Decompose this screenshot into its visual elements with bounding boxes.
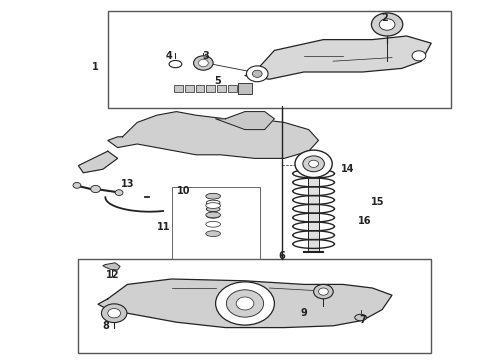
Circle shape (194, 56, 213, 70)
Polygon shape (216, 112, 274, 130)
Polygon shape (78, 151, 118, 173)
Text: 13: 13 (121, 179, 134, 189)
Text: 1: 1 (92, 62, 99, 72)
Circle shape (108, 309, 121, 318)
Circle shape (91, 185, 100, 193)
Bar (185, 85, 194, 92)
Circle shape (318, 288, 328, 295)
Circle shape (314, 284, 333, 299)
Text: 7: 7 (359, 315, 366, 325)
Text: 12: 12 (106, 270, 120, 280)
Polygon shape (108, 112, 318, 158)
Bar (108, 11, 451, 108)
Text: 10: 10 (177, 186, 191, 196)
Ellipse shape (206, 203, 220, 208)
Circle shape (379, 19, 395, 30)
Text: 15: 15 (370, 197, 384, 207)
Circle shape (73, 183, 81, 188)
Circle shape (198, 59, 208, 67)
Polygon shape (98, 279, 392, 328)
Circle shape (295, 150, 332, 177)
Bar (217, 85, 226, 92)
Polygon shape (245, 36, 431, 79)
Text: 6: 6 (278, 251, 285, 261)
Circle shape (226, 290, 264, 317)
Circle shape (252, 70, 262, 77)
Text: 11: 11 (157, 222, 171, 232)
Polygon shape (103, 263, 120, 270)
Text: 4: 4 (166, 51, 172, 61)
Bar (174, 85, 183, 92)
Circle shape (236, 297, 254, 310)
Ellipse shape (206, 207, 220, 212)
Circle shape (412, 51, 426, 61)
Text: 16: 16 (358, 216, 372, 226)
Bar (78, 259, 431, 353)
Bar (206, 85, 215, 92)
Ellipse shape (206, 221, 220, 227)
Ellipse shape (206, 231, 220, 237)
Circle shape (101, 304, 127, 323)
Ellipse shape (206, 200, 220, 205)
Ellipse shape (355, 314, 367, 321)
Circle shape (309, 160, 318, 167)
Bar (228, 85, 237, 92)
Bar (196, 85, 204, 92)
Ellipse shape (206, 213, 220, 218)
Ellipse shape (206, 212, 220, 218)
Ellipse shape (169, 60, 182, 68)
Ellipse shape (206, 194, 220, 199)
Circle shape (216, 282, 274, 325)
Circle shape (303, 156, 324, 172)
Text: 2: 2 (381, 13, 388, 23)
Text: 14: 14 (341, 164, 355, 174)
Circle shape (246, 66, 268, 82)
Text: 3: 3 (202, 51, 209, 61)
Ellipse shape (206, 193, 220, 199)
Bar (172, 187, 260, 259)
Circle shape (371, 13, 403, 36)
Text: 9: 9 (300, 308, 307, 318)
Bar (308, 166, 319, 252)
Bar (238, 83, 252, 94)
Text: 5: 5 (215, 76, 221, 86)
Circle shape (115, 190, 123, 195)
Text: 8: 8 (102, 321, 109, 331)
